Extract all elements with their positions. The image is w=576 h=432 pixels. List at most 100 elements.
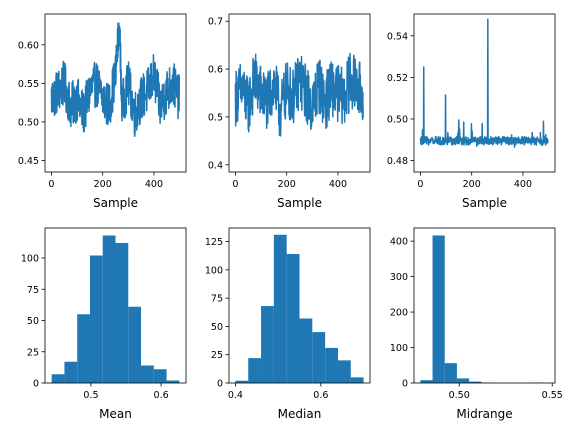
histogram-bar [286, 254, 300, 383]
x-tick-label: 0 [417, 179, 423, 190]
y-tick-label: 400 [390, 237, 408, 248]
histogram-bar [432, 235, 445, 383]
y-tick-label: 200 [390, 308, 408, 319]
axes-frame [413, 13, 556, 173]
x-tick-label: 0 [48, 179, 54, 190]
axes-frame [44, 227, 187, 384]
histogram-bar [115, 243, 129, 383]
histogram-bar [325, 347, 338, 383]
y-tick-label: 0.52 [387, 73, 408, 84]
histogram-bar [166, 380, 180, 383]
y-tick-label: 0 [402, 379, 408, 390]
subplot-sample-median-trace: 0 200 400 0.4 0.5 0.6 0.7 Sample [208, 13, 371, 210]
y-tick-label: 0 [33, 379, 39, 390]
trace-median-series [234, 52, 365, 137]
trace-mean-series [50, 22, 181, 137]
tick-group: 0.5 0.6 0 25 50 75 100 [21, 254, 169, 402]
x-axis-label: Sample [277, 196, 322, 210]
y-tick-label: 75 [27, 285, 39, 296]
histogram-bar [102, 235, 116, 383]
y-tick-label: 0.5 [208, 112, 223, 123]
histogram-bar [77, 314, 90, 383]
subplot-mean-histogram: 0.5 0.6 0 25 50 75 100 Mean [21, 227, 187, 421]
y-tick-label: 0.6 [208, 65, 223, 76]
x-tick-label: 0.50 [449, 390, 470, 401]
subplot-sample-mean-trace: 0 200 400 0.45 0.50 0.55 0.60 Sample [18, 13, 187, 210]
y-tick-label: 50 [211, 322, 223, 333]
tick-group: 0.4 0.6 0 25 50 75 100 125 [205, 237, 329, 401]
histogram-bars [420, 235, 543, 383]
y-tick-label: 300 [390, 272, 408, 283]
subplot-median-histogram: 0.4 0.6 0 25 50 75 100 125 Median [205, 227, 371, 421]
x-axis-label: Sample [93, 196, 138, 210]
histogram-bar [89, 255, 103, 383]
x-tick-label: 200 [94, 179, 112, 190]
x-axis-label: Median [278, 407, 322, 421]
tick-group: 0 200 400 0.45 0.50 0.55 0.60 [18, 40, 163, 190]
y-tick-label: 0.4 [208, 160, 223, 171]
y-tick-label: 25 [27, 347, 39, 358]
histogram-bars [51, 235, 180, 383]
histogram-bar [153, 369, 167, 383]
histogram-bar [420, 380, 433, 383]
tick-group: 0.50 0.55 0 100 200 300 400 [390, 237, 563, 401]
axes-frame [413, 227, 556, 384]
histogram-bar [469, 381, 482, 383]
subplot-midrange-histogram: 0.50 0.55 0 100 200 300 400 Midrange [390, 227, 563, 421]
histogram-bar [444, 363, 457, 383]
x-tick-label: 400 [329, 179, 347, 190]
y-tick-label: 100 [21, 254, 39, 265]
tick-group: 0 200 400 0.4 0.5 0.6 0.7 [208, 17, 347, 190]
x-tick-label: 0.6 [154, 390, 169, 401]
x-tick-label: 0.5 [83, 390, 98, 401]
histogram-bar [261, 306, 274, 383]
series-line [50, 22, 181, 137]
x-axis-label: Mean [99, 407, 132, 421]
y-tick-label: 25 [211, 350, 223, 361]
y-tick-label: 0.48 [387, 156, 408, 167]
subplot-sample-midrange-trace: 0 200 400 0.48 0.50 0.52 0.54 Sample [387, 13, 556, 210]
x-tick-label: 200 [278, 179, 296, 190]
x-tick-label: 0.6 [313, 390, 328, 401]
x-tick-label: 0.4 [228, 390, 243, 401]
axes-frame [228, 13, 371, 173]
series-line [419, 18, 549, 149]
x-tick-label: 400 [145, 179, 163, 190]
y-tick-label: 0 [217, 379, 223, 390]
y-tick-label: 0.7 [208, 17, 223, 28]
histogram-bar [312, 332, 326, 383]
histogram-bar [235, 380, 249, 383]
histogram-bar [141, 365, 154, 383]
histogram-bars [235, 234, 364, 383]
histogram-bar [273, 234, 287, 383]
y-tick-label: 100 [390, 343, 408, 354]
y-tick-label: 0.45 [18, 156, 39, 167]
histogram-bar [456, 378, 470, 383]
y-tick-label: 0.50 [387, 114, 408, 125]
x-axis-label: Midrange [456, 407, 512, 421]
x-tick-label: 400 [514, 179, 532, 190]
axes-frame [228, 227, 371, 384]
y-tick-label: 0.55 [18, 79, 39, 90]
y-tick-label: 0.50 [18, 117, 39, 128]
histogram-bar [128, 306, 142, 383]
x-axis-label: Sample [462, 196, 507, 210]
histogram-bar [350, 377, 364, 383]
histogram-bar [64, 361, 78, 383]
axes-frame [44, 13, 187, 173]
x-tick-label: 0 [232, 179, 238, 190]
y-tick-label: 0.54 [387, 31, 408, 42]
histogram-bar [248, 358, 262, 383]
histogram-bar [337, 360, 351, 383]
histogram-bar [51, 374, 65, 383]
y-tick-label: 75 [211, 294, 223, 305]
x-tick-label: 0.55 [542, 390, 563, 401]
histogram-bar [299, 318, 313, 383]
y-tick-label: 0.60 [18, 40, 39, 51]
y-tick-label: 50 [27, 316, 39, 327]
y-tick-label: 125 [205, 237, 223, 248]
trace-midrange-series [419, 18, 549, 149]
y-tick-label: 100 [205, 265, 223, 276]
series-line [234, 52, 365, 137]
